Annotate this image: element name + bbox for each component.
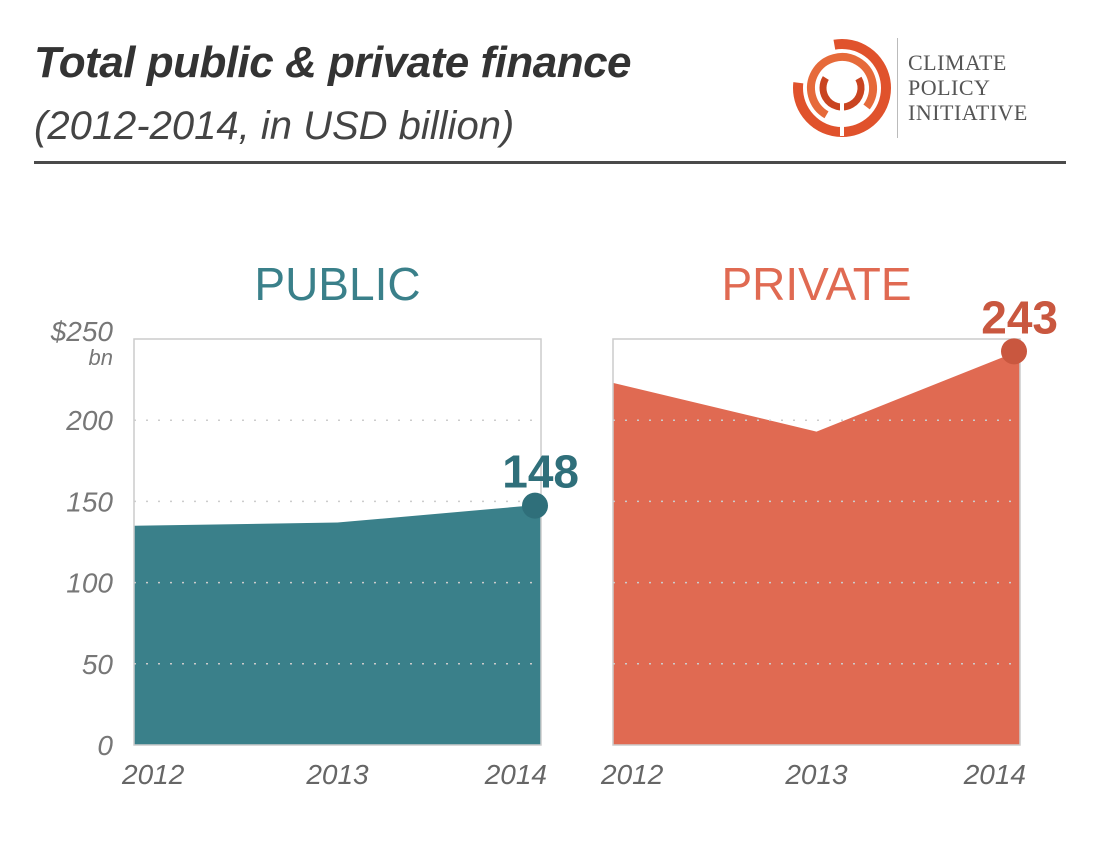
y-tick-label: $250 [50,316,114,347]
y-tick-label: 150 [66,486,113,517]
cpi-spiral-logo-icon [793,39,891,137]
panel-title-1: PRIVATE [722,258,912,310]
x-tick-label: 2013 [305,759,369,790]
x-tick-label: 2014 [963,759,1026,790]
area-series-1 [613,350,1020,745]
x-tick-label: 2012 [600,759,664,790]
logo-line-2: POLICY [908,75,991,100]
x-tick-label: 2014 [484,759,547,790]
panel-frame-0 [133,338,542,746]
y-tick-label: 100 [66,568,113,599]
data-label-0: 148 [502,446,579,498]
x-tick-label: 2013 [784,759,848,790]
header-divider [34,161,1066,164]
logo-line-3: INITIATIVE [908,100,1028,125]
y-tick-label: 0 [97,730,113,761]
area-series-0 [134,504,541,745]
logo-line-1: CLIMATE [908,50,1007,75]
chart-title: Total public & private finance [34,38,632,87]
x-tick-label: 2012 [121,759,185,790]
y-tick-label: 50 [82,649,114,680]
logo-wordmark: CLIMATE POLICY INITIATIVE [908,50,1028,125]
chart-subtitle: (2012-2014, in USD billion) [34,104,515,148]
panel-frame-1 [612,338,1021,746]
y-unit-label: bn [89,345,113,370]
data-label-1: 243 [981,291,1058,343]
highlight-point-1 [1001,338,1027,365]
logo-separator [897,38,898,138]
highlight-point-0 [522,492,548,519]
panel-title-0: PUBLIC [254,258,420,310]
y-tick-label: 200 [65,405,113,436]
